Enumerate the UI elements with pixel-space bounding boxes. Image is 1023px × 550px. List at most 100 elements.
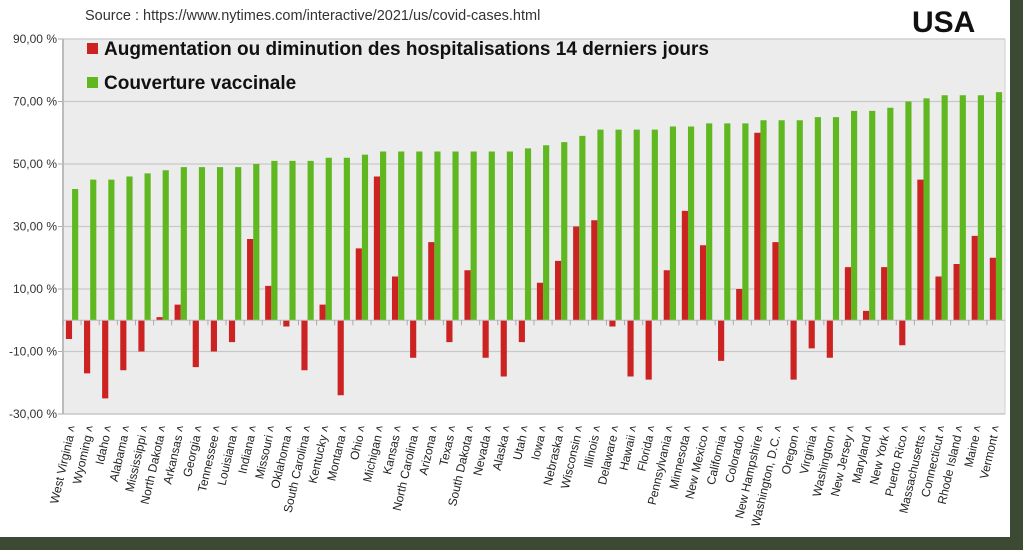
bar-vaccination <box>470 151 477 321</box>
bar-hospitalisation <box>718 320 725 361</box>
bar-hospitalisation <box>120 320 127 371</box>
bar-vaccination <box>343 157 350 321</box>
bar-vaccination <box>760 120 767 321</box>
bar-vaccination <box>524 148 532 321</box>
bar-vaccination <box>995 92 1003 321</box>
bar-vaccination <box>959 95 966 321</box>
bar-vaccination <box>905 101 912 321</box>
bar-vaccination <box>90 179 97 321</box>
bar-vaccination <box>579 135 586 321</box>
bar-vaccination <box>144 173 151 321</box>
bar-hospitalisation <box>935 276 942 321</box>
legend-label: Augmentation ou diminution des hospitali… <box>104 39 709 60</box>
bottom-bar <box>0 537 1023 550</box>
bar-hospitalisation <box>808 320 815 349</box>
bar-hospitalisation <box>138 320 145 352</box>
bar-hospitalisation <box>573 226 580 321</box>
bar-hospitalisation <box>373 176 381 321</box>
bar-vaccination <box>216 167 224 321</box>
bar-hospitalisation <box>84 320 91 374</box>
bar-hospitalisation <box>65 320 73 339</box>
bar-vaccination <box>253 164 260 321</box>
bar-vaccination <box>235 167 242 321</box>
bar-vaccination <box>398 151 405 321</box>
bar-vaccination <box>488 151 495 321</box>
y-tick-label: 70,00 % <box>13 95 57 109</box>
chart-source: Source : https://www.nytimes.com/interac… <box>85 8 541 24</box>
legend-swatch <box>87 77 98 88</box>
bar-vaccination <box>72 189 79 321</box>
bar-hospitalisation <box>645 320 652 380</box>
bar-vaccination <box>416 151 423 321</box>
bar-vaccination <box>615 129 622 321</box>
bar-hospitalisation <box>283 320 290 327</box>
bar-hospitalisation <box>844 267 852 321</box>
bar-vaccination <box>923 98 930 321</box>
bar-hospitalisation <box>102 320 109 399</box>
bar-hospitalisation <box>881 267 888 321</box>
bar-hospitalisation <box>536 282 544 321</box>
bar-hospitalisation <box>265 285 272 321</box>
bar-hospitalisation <box>953 264 960 321</box>
bar-vaccination <box>380 151 387 321</box>
bar-vaccination <box>941 95 948 321</box>
bar-hospitalisation <box>500 320 507 377</box>
bar-hospitalisation <box>156 317 163 321</box>
bar-vaccination <box>669 126 677 321</box>
bar-hospitalisation <box>228 320 236 343</box>
y-tick-label: -10,00 % <box>9 345 57 359</box>
bar-hospitalisation <box>410 320 417 358</box>
bar-vaccination <box>452 151 459 321</box>
y-tick-label: 10,00 % <box>13 282 57 296</box>
chart-title: USA <box>912 6 976 39</box>
bar-vaccination <box>108 179 115 321</box>
bar-hospitalisation <box>736 289 743 321</box>
bar-hospitalisation <box>772 242 779 321</box>
bar-vaccination <box>651 129 658 321</box>
y-tick-label: 30,00 % <box>13 220 57 234</box>
window-edge <box>1010 0 1023 550</box>
bar-vaccination <box>706 123 713 321</box>
bar-vaccination <box>778 120 785 321</box>
bar-vaccination <box>434 151 441 321</box>
legend: Augmentation ou diminution des hospitali… <box>87 39 709 94</box>
bar-vaccination <box>198 167 206 321</box>
bar-hospitalisation <box>989 257 996 321</box>
y-axis: 90,00 % 70,00 % 50,00 % 30,00 % 10,00 % -10,0… <box>9 32 64 421</box>
bar-hospitalisation <box>591 220 598 321</box>
bar-hospitalisation <box>355 248 362 321</box>
bar-vaccination <box>633 129 640 321</box>
y-tick-label: 90,00 % <box>13 32 57 46</box>
bar-hospitalisation <box>627 320 634 377</box>
bar-vaccination <box>162 170 169 321</box>
bar-vaccination <box>814 117 821 321</box>
bar-vaccination <box>977 95 984 321</box>
bar-hospitalisation <box>971 235 978 321</box>
bar-hospitalisation <box>174 304 181 321</box>
bar-vaccination <box>832 117 840 321</box>
bar-hospitalisation <box>555 260 562 321</box>
bar-vaccination <box>126 176 133 321</box>
legend-swatch <box>87 43 98 54</box>
bar-hospitalisation <box>826 320 833 358</box>
bar-vaccination <box>597 129 604 321</box>
bar-hospitalisation <box>446 320 453 343</box>
y-tick-label: 50,00 % <box>13 157 57 171</box>
bar-vaccination <box>887 107 894 321</box>
bar-vaccination <box>724 123 731 321</box>
legend-label: Couverture vaccinale <box>104 73 296 94</box>
bar-vaccination <box>851 110 858 321</box>
bar-hospitalisation <box>482 320 489 358</box>
bar-hospitalisation <box>681 210 688 321</box>
bar-vaccination <box>289 160 296 321</box>
bar-hospitalisation <box>319 304 326 321</box>
bar-hospitalisation <box>862 310 870 321</box>
bar-vaccination <box>687 126 695 321</box>
bar-hospitalisation <box>464 270 471 321</box>
bar-vaccination <box>506 151 513 321</box>
bar-hospitalisation <box>428 242 435 321</box>
bar-vaccination <box>869 110 876 321</box>
bar-hospitalisation <box>301 320 308 371</box>
x-axis: West Virginia ˄Wyoming ˄Idaho ˄Alabama ˄… <box>47 319 1005 528</box>
bar-vaccination <box>742 123 749 321</box>
